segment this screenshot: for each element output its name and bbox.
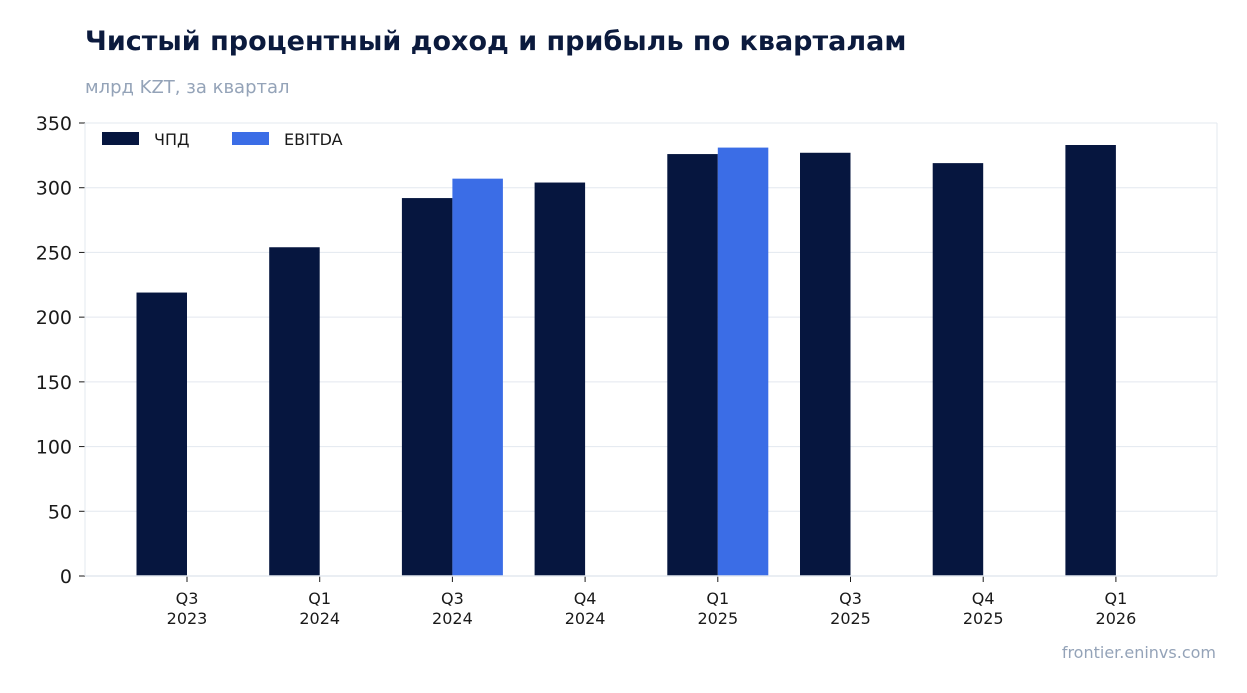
legend-label-npd: ЧПД (154, 130, 190, 149)
y-tick-label: 0 (60, 566, 72, 588)
axes: 0 50 100 150 200 250 300 350 Q3 2023 Q1 2024 Q3 2024 Q… (36, 113, 1218, 628)
y-tick-label: 100 (36, 437, 72, 459)
x-tick-label: Q3 2025 (830, 589, 871, 628)
x-tick-label: Q3 2024 (432, 589, 473, 628)
chart-subtitle: млрд KZT, за квартал (85, 77, 290, 98)
x-tick-label: Q1 2024 (299, 589, 340, 628)
legend-label-ebitda: EBITDA (284, 130, 343, 149)
x-tick-label: Q4 2024 (565, 589, 606, 628)
x-tick-label: Q1 2026 (1096, 589, 1137, 628)
legend-swatch-npd (102, 132, 139, 145)
x-tick-label: Q3 2023 (167, 589, 208, 628)
bars (136, 145, 1116, 577)
y-tick-label: 300 (36, 178, 72, 200)
bar-ebitda (717, 147, 769, 576)
grid-lines (85, 122, 1217, 577)
bar-npd (1065, 145, 1116, 576)
bar-npd (932, 163, 984, 576)
y-tick-label: 150 (36, 372, 72, 394)
chart-title: Чистый процентный доход и прибыль по ква… (85, 26, 907, 57)
y-tick-label: 350 (36, 113, 72, 135)
source-label: frontier.eninvs.com (1061, 643, 1216, 662)
legend-swatch-ebitda (232, 132, 269, 145)
legend: ЧПД EBITDA (102, 130, 343, 149)
y-tick-label: 250 (36, 242, 72, 264)
bar-npd (401, 198, 453, 576)
bar-npd (667, 154, 718, 576)
y-tick-label: 200 (36, 307, 72, 329)
x-tick-label: Q1 2025 (697, 589, 738, 628)
x-tick-label: Q4 2025 (963, 589, 1004, 628)
bar-npd (534, 182, 586, 576)
y-tick-label: 50 (48, 501, 72, 523)
bar-npd (800, 152, 851, 577)
bar-npd (136, 292, 187, 576)
bar-ebitda (452, 178, 503, 576)
bar-npd (269, 247, 320, 576)
